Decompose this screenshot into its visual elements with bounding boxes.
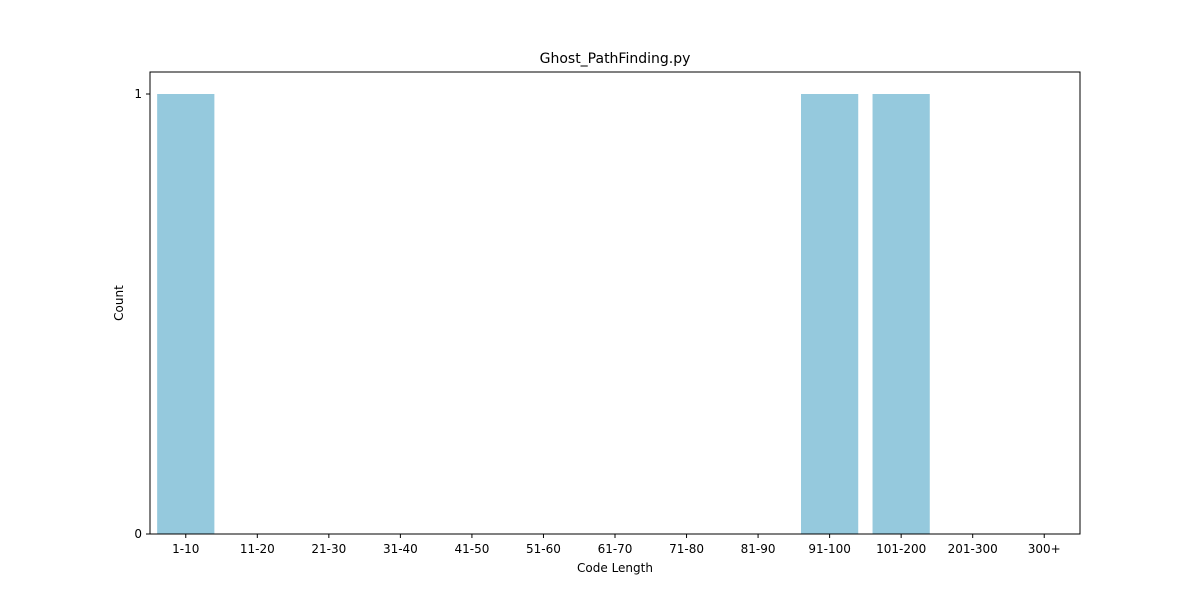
- y-axis-label: Count: [112, 285, 126, 321]
- x-tick-label: 91-100: [808, 542, 851, 556]
- x-tick-label: 71-80: [669, 542, 704, 556]
- x-tick-label: 81-90: [741, 542, 776, 556]
- bar-91-100: [801, 94, 859, 534]
- x-tick-label: 31-40: [383, 542, 418, 556]
- x-tick-label: 101-200: [876, 542, 926, 556]
- x-tick-label: 11-20: [240, 542, 275, 556]
- bar-1-10: [157, 94, 215, 534]
- x-tick-label: 41-50: [454, 542, 489, 556]
- y-axis: 01: [134, 87, 150, 541]
- x-tick-label: 51-60: [526, 542, 561, 556]
- bars: [157, 94, 930, 534]
- x-tick-label: 201-300: [948, 542, 998, 556]
- chart-title: Ghost_PathFinding.py: [540, 51, 691, 67]
- x-axis: 1-10 11-20 21-30 31-40 41-50 51-60 61-70 71-80 8…: [172, 534, 1061, 556]
- bar-101-200: [872, 94, 930, 534]
- y-tick-label: 1: [134, 87, 142, 101]
- y-tick-label: 0: [134, 527, 142, 541]
- x-tick-label: 21-30: [311, 542, 346, 556]
- x-axis-label: Code Length: [577, 561, 653, 575]
- x-tick-label: 300+: [1028, 542, 1061, 556]
- x-tick-label: 1-10: [172, 542, 199, 556]
- plot-frame: [149, 71, 1081, 535]
- x-tick-label: 61-70: [598, 542, 633, 556]
